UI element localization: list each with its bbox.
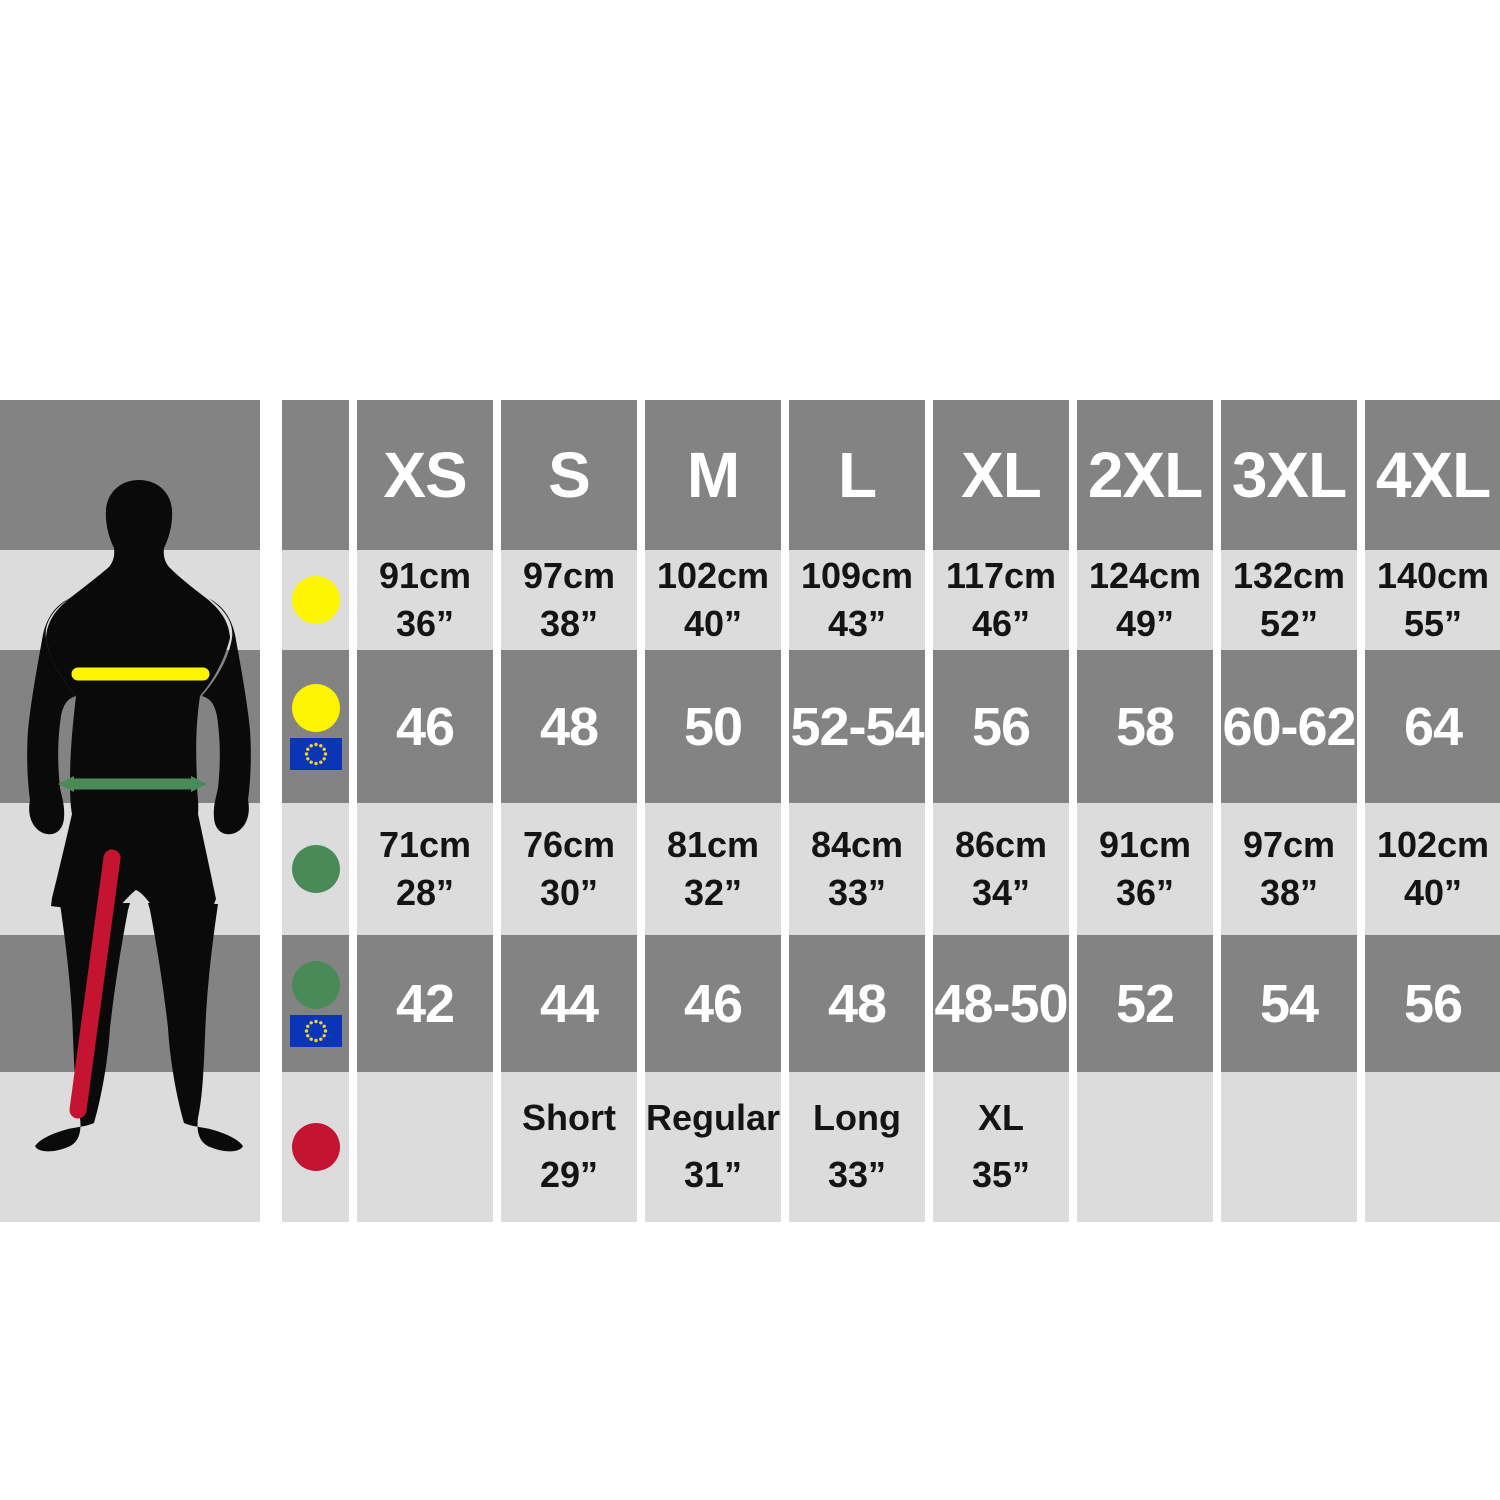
col-header-xl: XL	[933, 400, 1069, 550]
col-header-xs: XS	[357, 400, 493, 550]
waist-cell-4xl: 102cm 40”	[1365, 803, 1500, 935]
leg-cell-m: Regular 31”	[645, 1072, 781, 1222]
chest-yellow-dot-icon	[291, 683, 340, 732]
waist-eu-cell-m: 46	[645, 935, 781, 1072]
chest-measure-row: 91cm 36” 97cm 38” 102cm 40” 109cm 43” 117cm 4…	[282, 550, 1500, 650]
silhouette-torso	[46, 480, 230, 908]
chest-yellow-dot-icon	[291, 576, 340, 624]
chest-eu-cell-l: 52-54	[789, 650, 925, 803]
human-silhouette	[27, 480, 251, 1152]
chest-eu-cell-m: 50	[645, 650, 781, 803]
waist-cell-m: 81cm 32”	[645, 803, 781, 935]
silhouette-left-arm	[27, 598, 76, 835]
leg-cell-s: Short 29”	[501, 1072, 637, 1222]
chest-cell-s: 97cm 38”	[501, 550, 637, 650]
waist-cell-xl: 86cm 34”	[933, 803, 1069, 935]
waist-cell-2xl: 91cm 36”	[1077, 803, 1213, 935]
waist-eu-cell-xs: 42	[357, 935, 493, 1072]
chest-eu-cell-3xl: 60-62	[1221, 650, 1357, 803]
waist-eu-cell-4xl: 56	[1365, 935, 1500, 1072]
waist-green-dot-icon	[291, 960, 340, 1009]
inside-leg-red-dot-icon	[291, 1123, 340, 1171]
chest-cell-l: 109cm 43”	[789, 550, 925, 650]
waist-eu-row: 42 44 46 48 48-50 52 54 56	[282, 935, 1500, 1072]
chest-marker-cell	[282, 550, 349, 650]
chest-cell-2xl: 124cm 49”	[1077, 550, 1213, 650]
chest-eu-row: 46 48 50 52-54 56 58 60-62 64	[282, 650, 1500, 803]
inside-leg-marker-cell	[282, 1072, 349, 1222]
silhouette-right-arm	[202, 598, 251, 835]
eu-flag-icon	[289, 1014, 342, 1047]
chest-eu-marker-cell	[282, 650, 349, 803]
chest-eu-cell-xl: 56	[933, 650, 1069, 803]
waist-eu-cell-3xl: 54	[1221, 935, 1357, 1072]
waist-cell-s: 76cm 30”	[501, 803, 637, 935]
col-header-s: S	[501, 400, 637, 550]
header-row: XS S M L XL 2XL 3XL 4XL	[282, 400, 1500, 550]
body-silhouette-panel	[0, 400, 260, 1222]
col-header-l: L	[789, 400, 925, 550]
col-header-3xl: 3XL	[1221, 400, 1357, 550]
waist-cell-3xl: 97cm 38”	[1221, 803, 1357, 935]
waist-green-dot-icon	[291, 845, 340, 893]
chest-eu-cell-xs: 46	[357, 650, 493, 803]
chest-cell-xl: 117cm 46”	[933, 550, 1069, 650]
chest-cell-xs: 91cm 36”	[357, 550, 493, 650]
inside-leg-measure-line	[69, 849, 121, 1119]
chest-cell-4xl: 140cm 55”	[1365, 550, 1500, 650]
waist-cell-l: 84cm 33”	[789, 803, 925, 935]
leg-cell-l: Long 33”	[789, 1072, 925, 1222]
col-header-2xl: 2XL	[1077, 400, 1213, 550]
leg-cell-2xl	[1077, 1072, 1213, 1222]
eu-flag-icon	[289, 737, 342, 770]
chest-eu-cell-2xl: 58	[1077, 650, 1213, 803]
waist-eu-cell-s: 44	[501, 935, 637, 1072]
waist-measure-line	[58, 776, 207, 792]
chest-cell-3xl: 132cm 52”	[1221, 550, 1357, 650]
leg-cell-4xl	[1365, 1072, 1500, 1222]
waist-eu-cell-l: 48	[789, 935, 925, 1072]
waist-marker-cell	[282, 803, 349, 935]
leg-cell-3xl	[1221, 1072, 1357, 1222]
header-marker-cell	[282, 400, 349, 550]
chest-eu-cell-4xl: 64	[1365, 650, 1500, 803]
col-header-4xl: 4XL	[1365, 400, 1500, 550]
waist-cell-xs: 71cm 28”	[357, 803, 493, 935]
silhouette-right-leg	[148, 903, 243, 1152]
chest-eu-cell-s: 48	[501, 650, 637, 803]
leg-cell-xl: XL 35”	[933, 1072, 1069, 1222]
waist-measure-row: 71cm 28” 76cm 30” 81cm 32” 84cm 33” 86cm 34” …	[282, 803, 1500, 935]
size-table: XS S M L XL 2XL 3XL 4XL 91cm 36” 97cm 38” …	[282, 400, 1500, 1222]
col-header-m: M	[645, 400, 781, 550]
leg-cell-xs	[357, 1072, 493, 1222]
waist-eu-cell-xl: 48-50	[933, 935, 1069, 1072]
waist-eu-cell-2xl: 52	[1077, 935, 1213, 1072]
chest-cell-m: 102cm 40”	[645, 550, 781, 650]
inside-leg-row: Short 29” Regular 31” Long 33” XL 35”	[282, 1072, 1500, 1222]
waist-eu-marker-cell	[282, 935, 349, 1072]
